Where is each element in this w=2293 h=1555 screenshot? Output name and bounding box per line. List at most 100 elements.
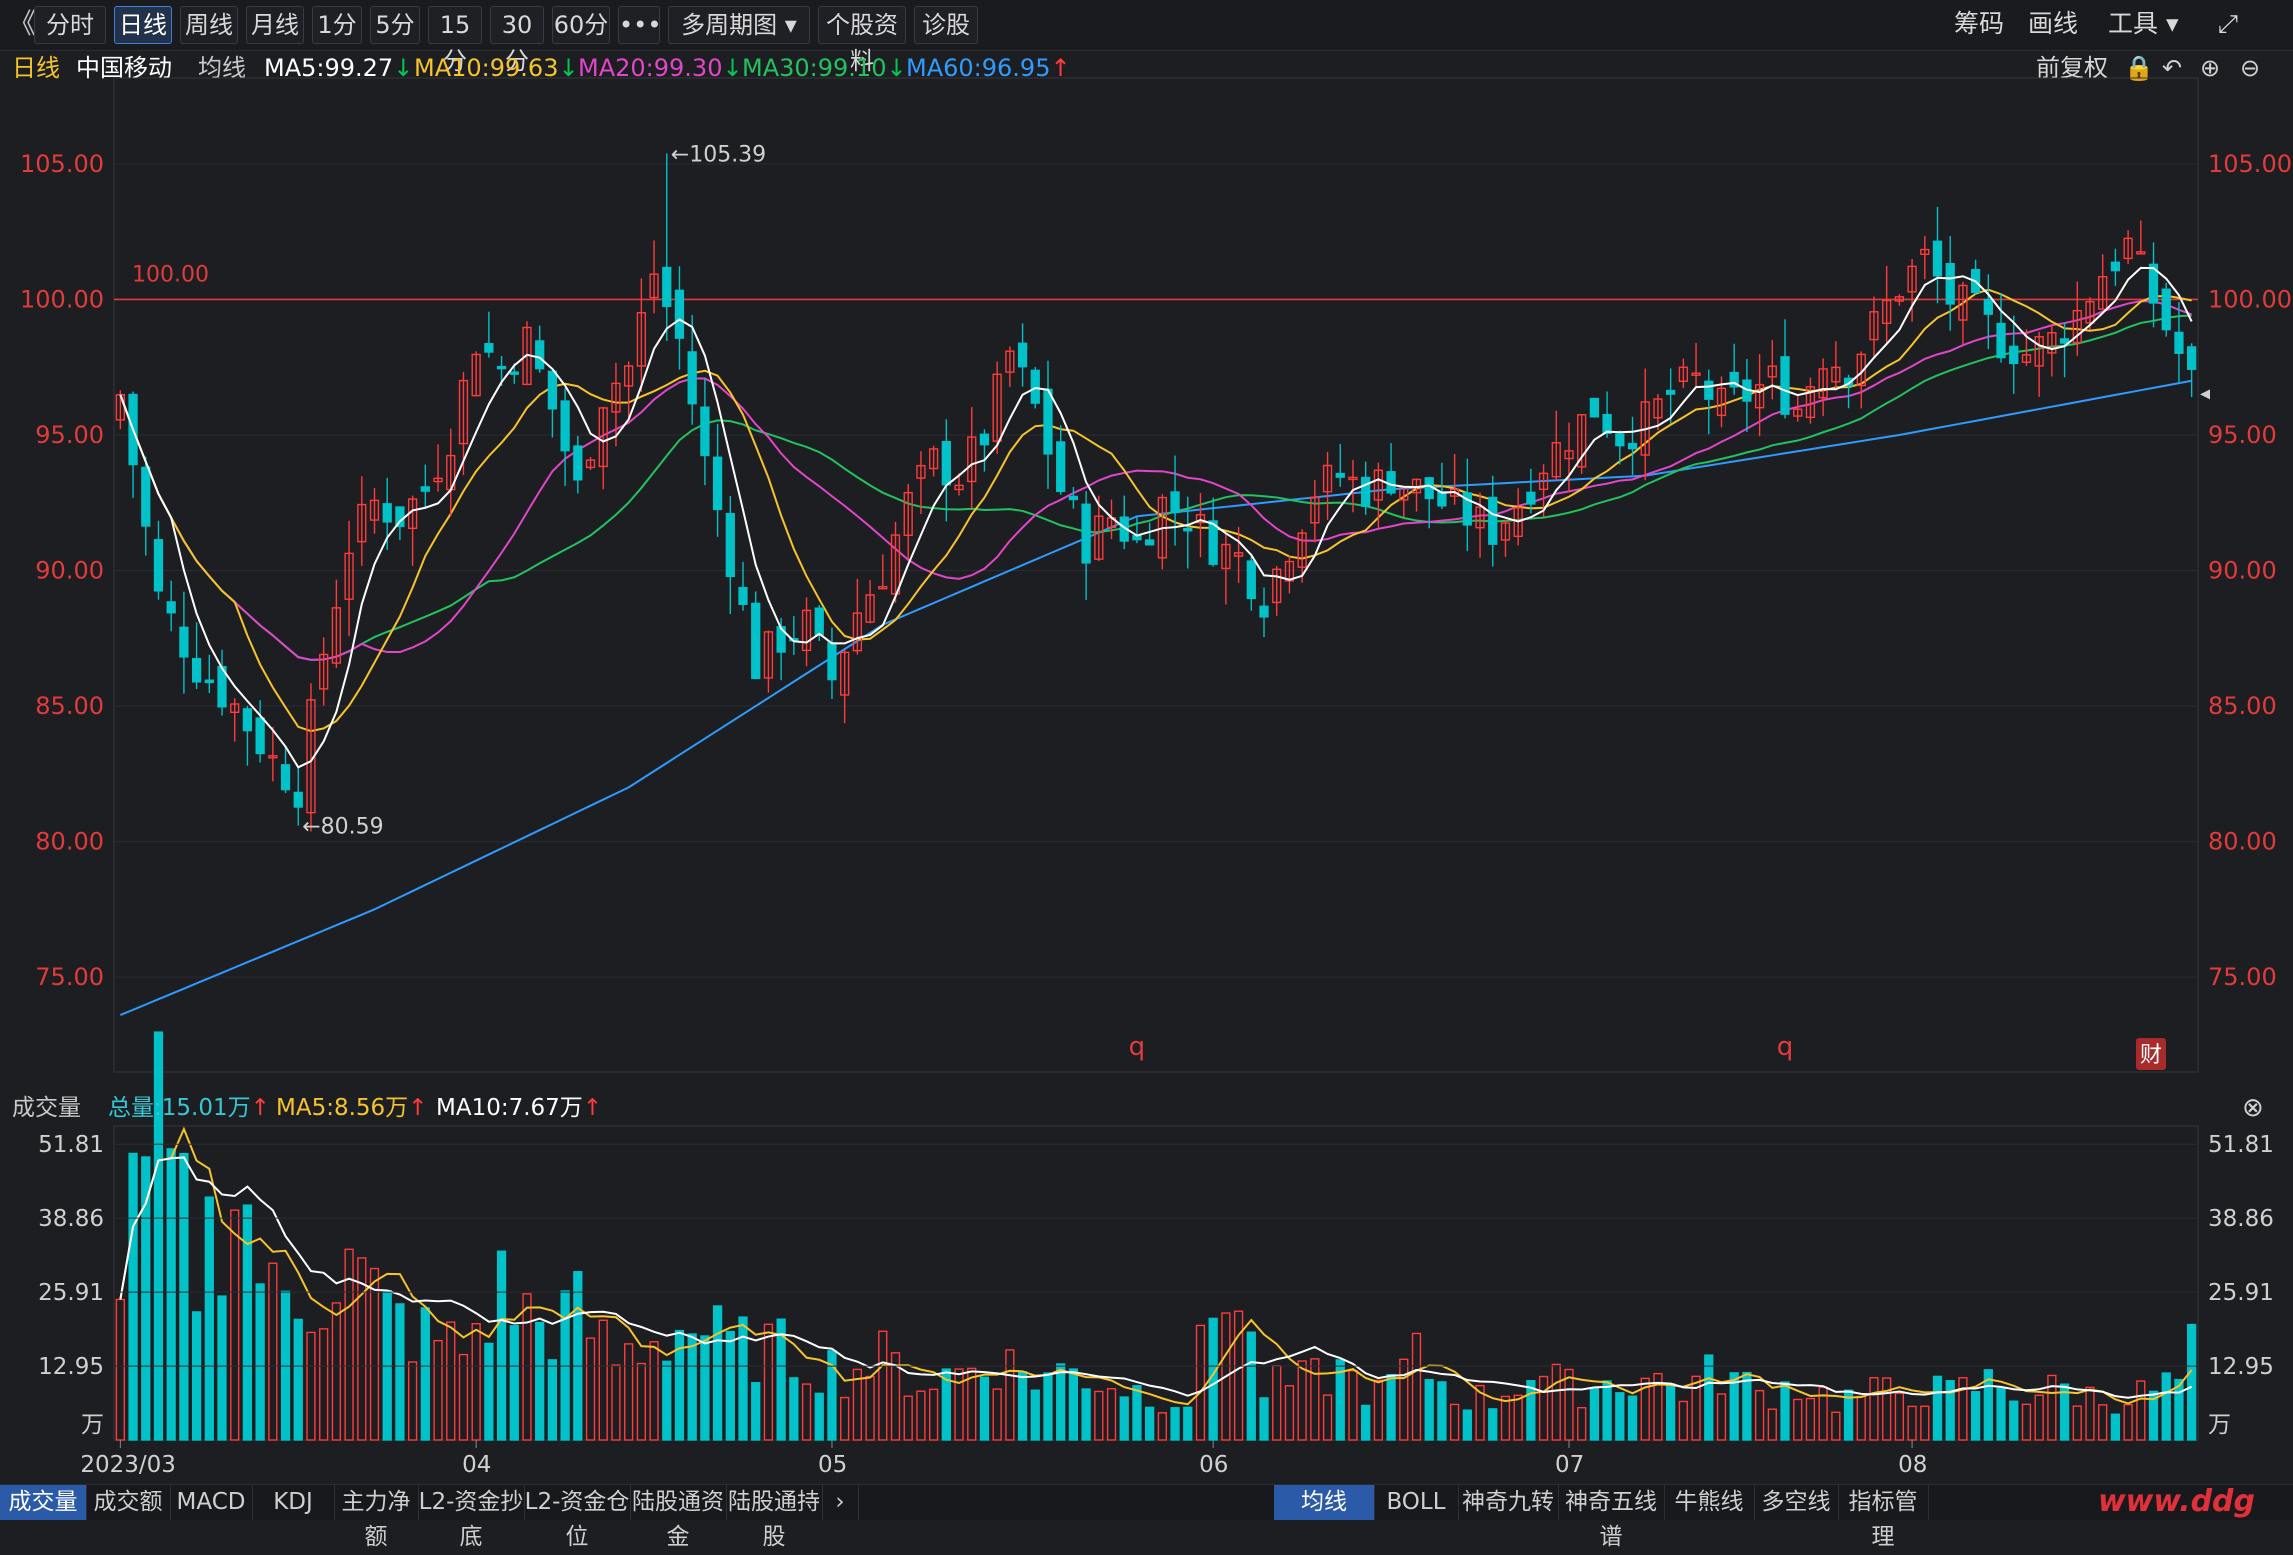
volume-bar (2085, 1386, 2095, 1441)
period-tab-9[interactable]: ••• (618, 6, 661, 44)
period-tab-11[interactable]: 个股资料 (818, 6, 906, 75)
period-tab-6[interactable]: 15分 (428, 6, 482, 75)
bottom-tab-6[interactable]: L2-资金仓位 (524, 1485, 631, 1550)
volume-bar (1272, 1365, 1282, 1441)
candle-body (509, 371, 519, 375)
bottom-tab-7[interactable]: 陆股通资金 (630, 1485, 727, 1550)
candle-body (293, 791, 303, 808)
indicator-tab-2[interactable]: 神奇九转 (1458, 1485, 1559, 1520)
toolbar-right-3[interactable]: ⤢ (2218, 9, 2239, 38)
candle-body (814, 607, 824, 636)
zoom-out-icon[interactable]: ⊖ (2240, 54, 2261, 82)
volume-bar (662, 1360, 672, 1441)
candle-body (1907, 265, 1917, 293)
volume-bar (1119, 1396, 1129, 1441)
indicator-tab-0[interactable]: 均线 (1274, 1485, 1375, 1520)
lock-icon[interactable]: 🔒 (2124, 54, 2154, 82)
toolbar-right-1[interactable]: 画线 (2028, 9, 2079, 38)
price-tick-right: 80.00 (2208, 828, 2277, 856)
candle-body (1793, 408, 1803, 417)
candle-body (725, 512, 735, 578)
tabs-scroll-right-icon[interactable]: › (822, 1485, 859, 1520)
candle-body (1335, 472, 1345, 478)
candle-body (636, 312, 646, 367)
volume-bar (890, 1352, 901, 1441)
candle-body (1691, 372, 1701, 376)
bottom-tab-0[interactable]: 成交量 (0, 1485, 87, 1520)
volume-bar (1475, 1384, 1485, 1441)
vol-tick-right: 51.81 (2208, 1132, 2274, 1158)
volume-bar (1602, 1380, 1612, 1441)
date-label: 07 (1555, 1452, 1584, 1478)
close-icon[interactable]: ⊗ (2242, 1093, 2264, 1123)
volume-ma5: MA5:8.56万↑ (276, 1095, 428, 1121)
collapse-icon[interactable]: 《 (8, 7, 37, 40)
candle-body (1627, 442, 1638, 450)
indicator-tab-3[interactable]: 神奇五线谱 (1558, 1485, 1665, 1550)
candle-body (1678, 366, 1688, 382)
period-tab-4[interactable]: 1分 (312, 6, 362, 44)
bottom-tab-5[interactable]: L2-资金抄底 (418, 1485, 525, 1550)
candle-body (1373, 469, 1384, 501)
candle-body (1805, 386, 1816, 419)
period-tab-2[interactable]: 周线 (180, 6, 238, 44)
candle-body (573, 445, 583, 481)
period-tab-10[interactable]: 多周期图 ▾ (668, 6, 810, 44)
volume-bar (801, 1383, 812, 1441)
candle-body (1856, 353, 1866, 387)
volume-bar (128, 1152, 138, 1441)
volume-bar (2174, 1378, 2184, 1441)
volume-bar (712, 1305, 723, 1441)
bottom-tab-1[interactable]: 成交额 (86, 1485, 171, 1520)
volume-bar (1145, 1406, 1155, 1441)
candle-body (1767, 365, 1777, 378)
bottom-tab-3[interactable]: KDJ (252, 1485, 335, 1520)
volume-bar (191, 1311, 202, 1441)
period-tab-7[interactable]: 30分 (490, 6, 544, 75)
volume-bar (852, 1368, 863, 1441)
period-tab-3[interactable]: 月线 (246, 6, 304, 44)
undo-icon[interactable]: ↶ (2162, 54, 2183, 82)
candle-body (1602, 413, 1612, 434)
volume-ma-lines (119, 1126, 2193, 1406)
indicator-tab-6[interactable]: 指标管理 (1838, 1485, 1929, 1550)
period-tab-0[interactable]: 分时 (34, 6, 106, 44)
period-tab-12[interactable]: 诊股 (914, 6, 978, 44)
indicator-tab-4[interactable]: 牛熊线 (1664, 1485, 1755, 1520)
vol-tick-left: 25.91 (38, 1280, 104, 1306)
volume-bar (1246, 1331, 1256, 1441)
volume-bar (1577, 1406, 1587, 1441)
indicator-tab-5[interactable]: 多空线 (1754, 1485, 1839, 1520)
period-label: 日线 (12, 54, 60, 82)
candle-body (674, 289, 685, 339)
price-tick-left: 85.00 (35, 692, 104, 720)
candle-body (1500, 522, 1511, 541)
toolbar-right-0[interactable]: 筹码 (1954, 9, 2005, 38)
candle-body (1945, 262, 1955, 305)
adjust-mode[interactable]: 前复权 (2036, 54, 2108, 82)
candle-body (1831, 366, 1841, 383)
bottom-tab-4[interactable]: 主力净额 (334, 1485, 419, 1550)
candle-body (1666, 389, 1676, 395)
volume-bar (1627, 1395, 1638, 1441)
candle-body (344, 552, 354, 600)
volume-bar (1106, 1388, 1117, 1441)
stock-name: 中国移动 (76, 54, 172, 82)
period-tab-8[interactable]: 60分 (552, 6, 610, 44)
volume-bar (115, 1298, 125, 1441)
current-price-pointer (2200, 389, 2210, 400)
vol-unit-left: 万 (81, 1412, 104, 1438)
bottom-tab-2[interactable]: MACD (170, 1485, 253, 1520)
kline-chart[interactable]: 105.00 105.00 100.00 100.00 95.00 95.00 90.00 9… (0, 0, 2293, 1484)
volume-bar (204, 1196, 214, 1441)
period-tab-5[interactable]: 5分 (370, 6, 420, 44)
period-tab-1[interactable]: 日线 (114, 6, 172, 44)
volume-bar (1551, 1363, 1561, 1441)
indicator-tab-1[interactable]: BOLL (1374, 1485, 1459, 1520)
event-marker-q: q (1129, 1032, 1146, 1062)
volume-bar (2072, 1405, 2082, 1441)
bottom-tab-8[interactable]: 陆股通持股 (726, 1485, 823, 1550)
zoom-in-icon[interactable]: ⊕ (2200, 54, 2221, 82)
ma-label[interactable]: 均线 (198, 54, 246, 82)
toolbar-right-2[interactable]: 工具 ▾ (2108, 9, 2179, 38)
